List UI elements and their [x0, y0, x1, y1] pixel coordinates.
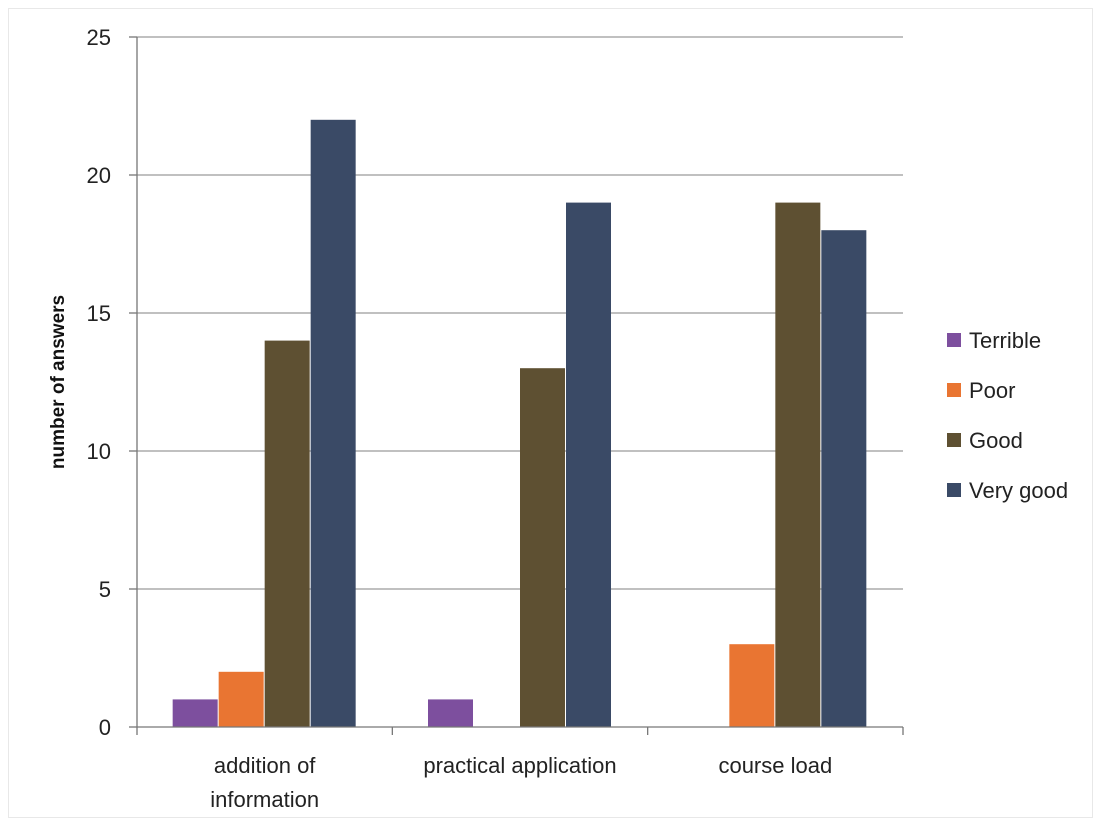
bar — [775, 202, 821, 728]
bar — [520, 368, 565, 727]
bar — [566, 202, 611, 728]
category-label: course load — [718, 753, 832, 778]
bar — [264, 340, 310, 727]
category-labels: addition of information practical applicat… — [210, 753, 832, 812]
category-label: practical application — [423, 753, 616, 778]
y-tick-label: 25 — [87, 25, 111, 50]
y-axis-label: number of answers — [48, 295, 69, 469]
bar — [172, 699, 218, 727]
legend-label: Poor — [969, 378, 1015, 403]
y-tick-labels: 0 5 10 15 20 25 — [87, 25, 111, 740]
bar — [218, 671, 264, 727]
y-tick-label: 5 — [99, 577, 111, 602]
legend-swatch — [947, 483, 961, 497]
bar — [729, 644, 775, 727]
bar — [310, 119, 356, 728]
y-tick-label: 10 — [87, 439, 111, 464]
legend-swatch — [947, 433, 961, 447]
legend-label: Very good — [969, 478, 1068, 503]
y-tick-label: 15 — [87, 301, 111, 326]
legend: Terrible Poor Good Very good — [947, 328, 1068, 503]
bars — [172, 119, 867, 728]
axes — [129, 36, 904, 735]
bar — [821, 230, 867, 727]
legend-swatch — [947, 383, 961, 397]
legend-swatch — [947, 333, 961, 347]
category-label: information — [210, 787, 319, 812]
y-tick-label: 0 — [99, 715, 111, 740]
category-label: addition of — [214, 753, 316, 778]
bar — [428, 699, 473, 727]
legend-label: Terrible — [969, 328, 1041, 353]
y-tick-label: 20 — [87, 163, 111, 188]
legend-label: Good — [969, 428, 1023, 453]
